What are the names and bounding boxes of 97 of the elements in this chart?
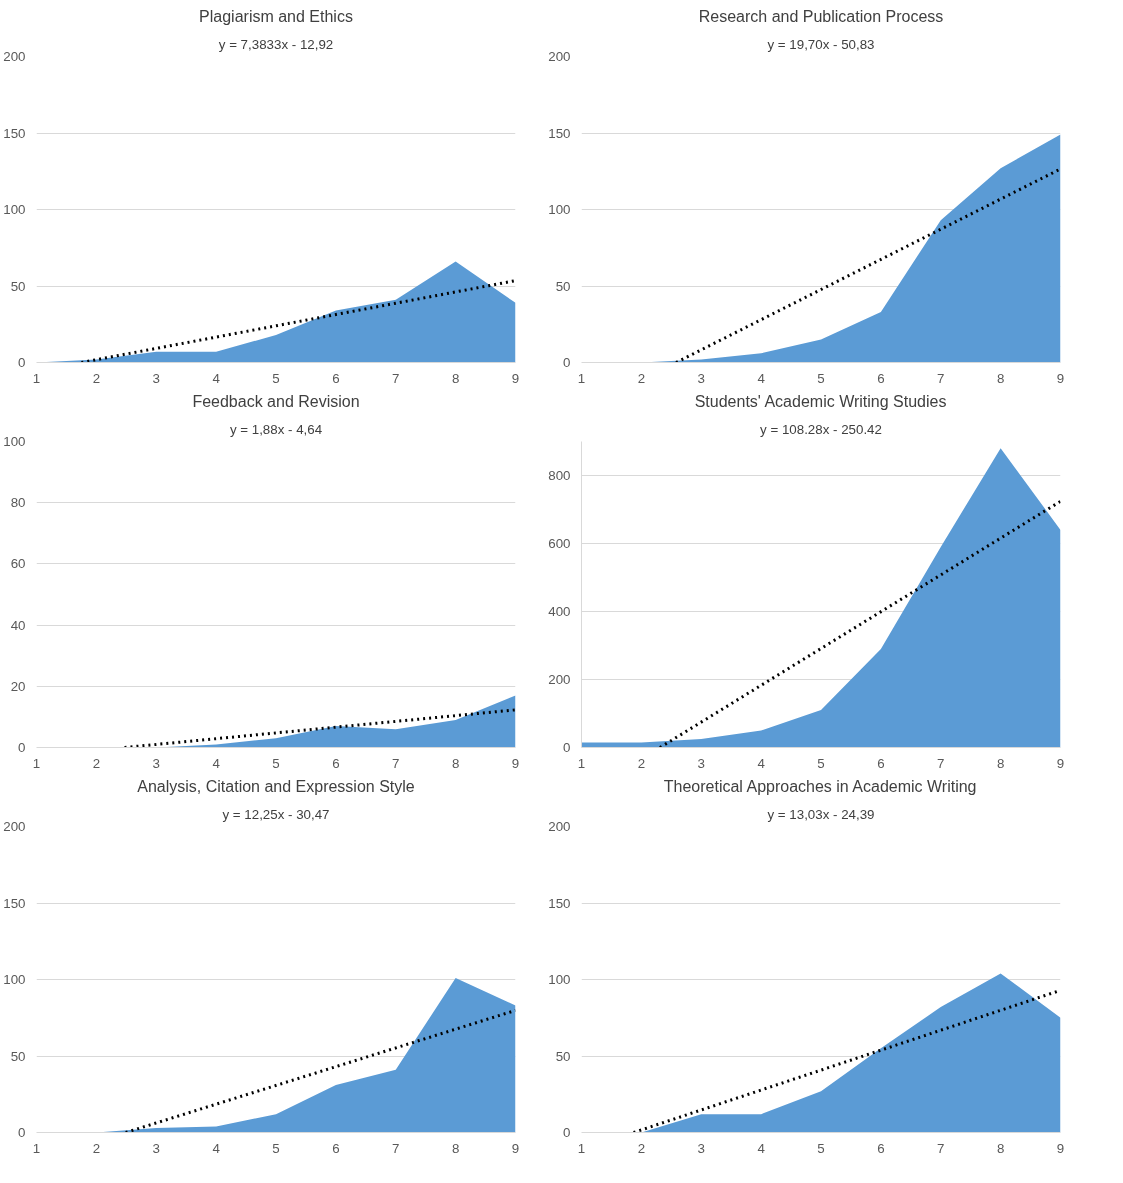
x-tick-label: 8	[451, 370, 460, 386]
y-tick-label: 100	[548, 202, 571, 217]
y-tick-label: 600	[548, 536, 571, 551]
text: y = 7,3833x - 12,92	[218, 36, 334, 52]
text: y = 1,88x - 4,64	[229, 421, 323, 437]
y-tick-label: 40	[10, 617, 26, 633]
x-tick-label: 9	[511, 1140, 520, 1156]
text: y = 19,70x - 50,83	[767, 36, 875, 52]
x-tick-label: 2	[637, 1140, 646, 1156]
y-tick-label: 20	[10, 678, 26, 694]
x-tick-label: 4	[212, 1140, 221, 1156]
y-tick-label: 200	[3, 49, 26, 64]
y-tick-label: 60	[10, 556, 26, 572]
y-tick-label: 50	[10, 1048, 26, 1064]
y-tick-label: 100	[548, 972, 571, 987]
x-tick-label: 1	[577, 755, 586, 771]
x-tick-label: 7	[392, 370, 400, 386]
x-tick-label: 7	[937, 755, 945, 771]
y-tick-label: 0	[18, 355, 26, 370]
y-tick-label: 800	[548, 468, 571, 483]
y-tick-label: 200	[548, 819, 571, 834]
x-tick-label: 9	[1056, 370, 1065, 386]
y-tick-label: 0	[18, 740, 26, 755]
x-tick-label: 2	[92, 370, 101, 386]
y-tick-label: 200	[548, 49, 571, 64]
y-tick-label: 200	[3, 819, 26, 834]
x-tick-label: 3	[697, 755, 705, 771]
x-tick-label: 4	[212, 370, 221, 386]
x-tick-label: 3	[152, 755, 160, 771]
x-tick-label: 3	[152, 370, 160, 386]
chart-title: Plagiarism and Ethics	[199, 7, 353, 25]
x-tick-label: 6	[877, 1140, 885, 1156]
x-tick-label: 4	[757, 755, 766, 771]
x-tick-label: 6	[332, 755, 340, 771]
y-tick-label: 100	[3, 972, 26, 987]
x-tick-label: 8	[996, 755, 1005, 771]
chart-title: Analysis, Citation and Expression Style	[137, 777, 415, 795]
x-tick-label: 3	[697, 370, 705, 386]
x-tick-label: 9	[1056, 755, 1065, 771]
x-tick-label: 5	[272, 370, 280, 386]
chart-title: Research and Publication Process	[698, 7, 944, 25]
y-tick-label: 80	[10, 495, 26, 511]
x-tick-label: 5	[817, 755, 825, 771]
x-tick-label: 1	[577, 1140, 586, 1156]
x-tick-label: 8	[451, 1140, 460, 1156]
x-tick-label: 5	[272, 755, 280, 771]
x-tick-label: 2	[637, 370, 646, 386]
x-tick-label: 5	[272, 1140, 280, 1156]
y-tick-label: 0	[18, 1125, 26, 1140]
x-tick-label: 1	[32, 370, 41, 386]
text: y = 12,25x - 30,47	[222, 806, 330, 822]
x-tick-label: 1	[577, 370, 586, 386]
x-tick-label: 4	[757, 1140, 766, 1156]
y-tick-label: 0	[563, 355, 571, 370]
y-tick-label: 200	[548, 672, 571, 687]
y-tick-label: 150	[3, 125, 26, 141]
chart-title: Students' Academic Writing Studies	[694, 392, 947, 410]
chart-title: Theoretical Approaches in Academic Writing	[663, 777, 977, 795]
x-tick-label: 5	[817, 370, 825, 386]
y-tick-label: 0	[563, 740, 571, 755]
y-tick-label: 100	[3, 434, 26, 449]
x-tick-label: 2	[637, 755, 646, 771]
x-tick-label: 7	[937, 1140, 945, 1156]
y-tick-label: 50	[555, 278, 571, 294]
y-tick-label: 400	[548, 604, 571, 619]
x-tick-label: 6	[877, 370, 885, 386]
x-tick-label: 2	[92, 755, 101, 771]
y-tick-label: 50	[555, 1048, 571, 1064]
y-tick-label: 50	[10, 278, 26, 294]
x-tick-label: 6	[877, 755, 885, 771]
x-tick-label: 9	[511, 755, 520, 771]
x-tick-label: 7	[937, 370, 945, 386]
x-tick-label: 1	[32, 1140, 41, 1156]
text: y = 108.28x - 250.42	[760, 421, 882, 437]
x-tick-label: 3	[152, 1140, 160, 1156]
chart-title: Feedback and Revision	[192, 392, 360, 410]
x-tick-label: 4	[212, 755, 221, 771]
x-tick-label: 9	[511, 370, 520, 386]
x-tick-label: 8	[996, 1140, 1005, 1156]
x-tick-label: 3	[697, 1140, 705, 1156]
x-tick-label: 8	[996, 370, 1005, 386]
x-tick-label: 6	[332, 1140, 340, 1156]
y-tick-label: 100	[3, 202, 26, 217]
x-tick-label: 7	[392, 1140, 400, 1156]
y-tick-label: 150	[548, 895, 571, 911]
x-tick-label: 9	[1056, 1140, 1065, 1156]
x-tick-label: 8	[451, 755, 460, 771]
x-tick-label: 4	[757, 370, 766, 386]
x-tick-label: 5	[817, 1140, 825, 1156]
y-tick-label: 150	[548, 125, 571, 141]
x-tick-label: 6	[332, 370, 340, 386]
y-tick-label: 0	[563, 1125, 571, 1140]
x-tick-label: 2	[92, 1140, 101, 1156]
text: y = 13,03x - 24,39	[767, 806, 875, 822]
x-tick-label: 7	[392, 755, 400, 771]
x-tick-label: 1	[32, 755, 41, 771]
y-tick-label: 150	[3, 895, 26, 911]
